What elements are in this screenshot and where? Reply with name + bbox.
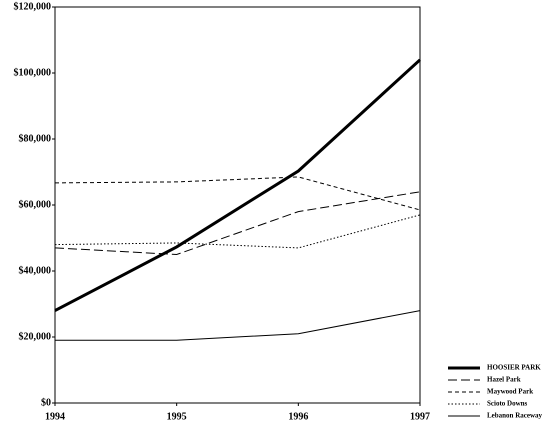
series-line — [55, 311, 420, 341]
y-tick-label: $120,000 — [14, 1, 52, 12]
series-line — [55, 177, 420, 210]
plot-frame — [55, 7, 420, 403]
legend-label: Maywood Park — [487, 388, 533, 396]
x-tick-label: 1995 — [167, 411, 187, 422]
x-tick-label: 1997 — [410, 411, 430, 422]
legend-label: Scioto Downs — [487, 400, 528, 408]
y-tick-label: $0 — [41, 397, 51, 408]
legend-label: HOOSIER PARK — [487, 364, 541, 372]
y-tick-label: $40,000 — [19, 265, 52, 276]
x-tick-label: 1994 — [45, 411, 65, 422]
series-line — [55, 215, 420, 248]
x-tick-label: 1996 — [288, 411, 308, 422]
legend-label: Hazel Park — [487, 376, 521, 384]
legend-label: Lebanon Raceway — [487, 412, 543, 420]
y-tick-label: $20,000 — [19, 331, 52, 342]
y-tick-label: $80,000 — [19, 133, 52, 144]
y-tick-label: $60,000 — [19, 199, 52, 210]
series-line — [55, 60, 420, 311]
y-tick-label: $100,000 — [14, 67, 52, 78]
